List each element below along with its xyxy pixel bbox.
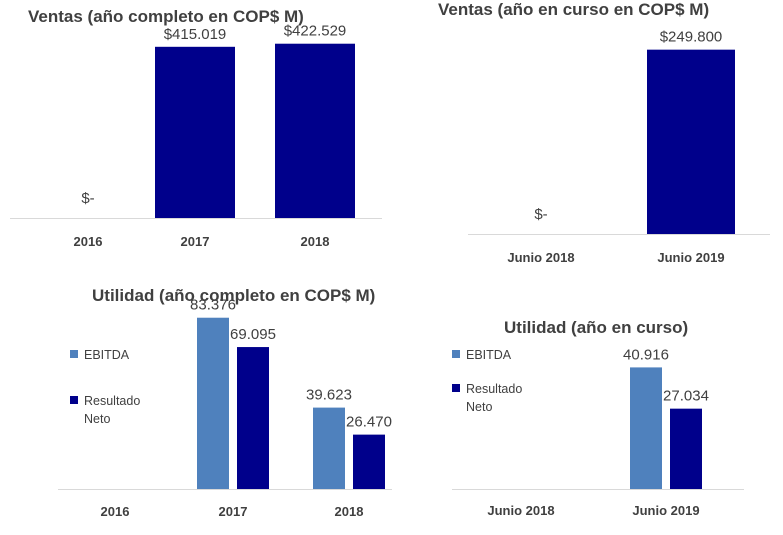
category-tick-label: 2018 xyxy=(301,234,330,249)
chart-ventas-en-curso: Ventas (año en curso en COP$ M) $- Junio … xyxy=(392,0,783,270)
legend-label: Resultado Neto xyxy=(466,382,523,414)
chart-title: Ventas (año en curso en COP$ M) xyxy=(438,0,710,19)
data-label: 69.095 xyxy=(230,326,276,343)
legend-item-ebitda: EBITDA xyxy=(70,346,129,364)
chart-plot: Junio 2018 40.916 27.034 Junio 2019 xyxy=(452,346,744,518)
category-tick-label: 2016 xyxy=(74,234,103,249)
category-tick-label: Junio 2019 xyxy=(632,503,699,518)
bar xyxy=(670,408,702,489)
chart-ventas-anual: Ventas (año completo en COP$ M) $- 2016 $4… xyxy=(0,0,392,260)
data-label: $249.800 xyxy=(660,29,723,46)
data-label: $- xyxy=(534,206,547,223)
data-label: 27.034 xyxy=(663,388,709,405)
legend-item-ebitda: EBITDA xyxy=(452,346,511,364)
legend-label: EBITDA xyxy=(466,348,512,362)
category-tick-label: Junio 2018 xyxy=(487,503,554,518)
category-tick-label: 2017 xyxy=(219,504,248,519)
data-label: 40.916 xyxy=(623,346,669,363)
chart-plot: $- 2016 $415.019 2017 $422.529 2018 xyxy=(10,23,382,249)
chart-utilidad-anual: Utilidad (año completo en COP$ M) EBITDA… xyxy=(0,280,392,535)
chart-plot: $- Junio 2018 $249.800 Junio 2019 xyxy=(468,29,770,265)
bar xyxy=(275,43,355,218)
data-label: 26.470 xyxy=(346,414,392,431)
category-tick-label: 2017 xyxy=(181,234,210,249)
data-label: 83.376 xyxy=(190,297,236,314)
legend-swatch xyxy=(70,396,78,404)
bar xyxy=(630,367,662,489)
chart-title: Utilidad (año completo en COP$ M) xyxy=(92,286,376,305)
data-label: $422.529 xyxy=(284,23,347,40)
legend-swatch xyxy=(452,350,460,358)
category-tick-label: Junio 2019 xyxy=(657,250,724,265)
bar xyxy=(155,46,235,219)
category-tick-label: 2018 xyxy=(335,504,364,519)
legend-item-resultado-neto: Resultado Neto xyxy=(452,380,522,416)
legend-swatch xyxy=(452,384,460,392)
data-label: 39.623 xyxy=(306,387,352,404)
chart-plot: 2016 83.376 69.095 2017 39.623 26.470 2018 xyxy=(58,297,392,519)
category-tick-label: 2016 xyxy=(101,504,130,519)
data-label: $- xyxy=(81,190,94,207)
chart-title: Utilidad (año en curso) xyxy=(504,318,689,337)
bar xyxy=(353,434,385,489)
legend-swatch xyxy=(70,350,78,358)
chart-title: Ventas (año completo en COP$ M) xyxy=(28,7,304,26)
legend-label: EBITDA xyxy=(84,348,130,362)
category-tick-label: Junio 2018 xyxy=(507,250,574,265)
data-label: $415.019 xyxy=(164,26,227,43)
bar xyxy=(313,407,345,489)
legend-item-resultado-neto: Resultado Neto xyxy=(70,392,140,428)
bar xyxy=(237,347,269,489)
legend-label: Resultado Neto xyxy=(84,394,141,426)
bar xyxy=(197,317,229,489)
chart-utilidad-en-curso: Utilidad (año en curso) EBITDA Resultado… xyxy=(392,310,783,535)
bar xyxy=(647,49,735,235)
